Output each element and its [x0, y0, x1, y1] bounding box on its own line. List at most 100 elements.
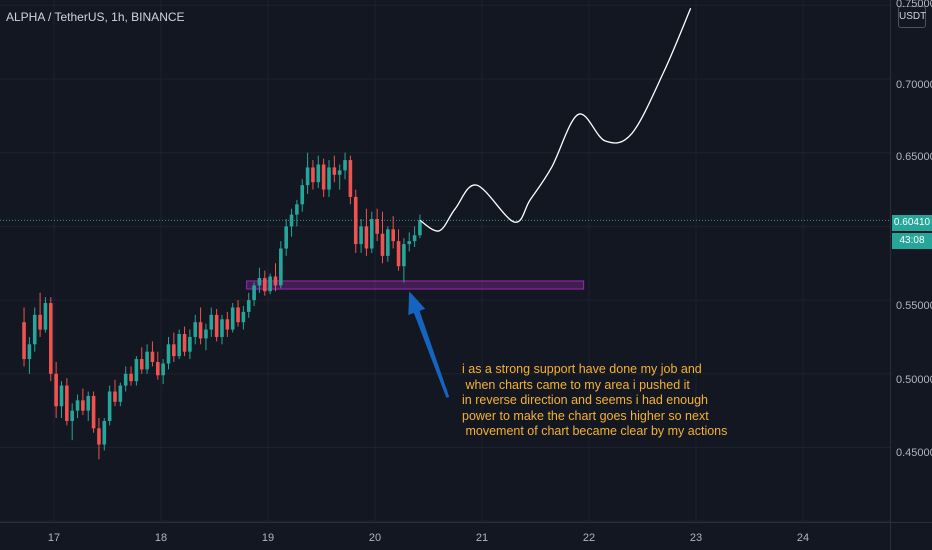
candle-body — [27, 344, 32, 360]
x-tick-label: 19 — [261, 532, 275, 544]
candle-body — [155, 362, 160, 376]
y-tick-label: 0.65000 — [896, 151, 932, 163]
candle-body — [188, 336, 192, 352]
candle-body — [32, 314, 37, 345]
candle-body — [166, 344, 171, 364]
candle-body — [150, 351, 155, 363]
candle-body — [209, 314, 214, 330]
candle-body — [198, 322, 203, 339]
support-zone — [246, 280, 585, 290]
candle-body — [75, 400, 80, 411]
candle-body — [418, 220, 422, 236]
y-tick-label: 0.45000 — [896, 447, 932, 459]
bar-countdown-tag: 43:08 — [892, 233, 932, 249]
x-tick-label: 22 — [582, 532, 596, 544]
candle-body — [204, 329, 208, 339]
y-tick-label: 0.70000 — [896, 79, 932, 91]
candle-body — [193, 322, 198, 337]
candle-body — [38, 314, 42, 330]
candle-body — [311, 167, 315, 183]
candle-body — [321, 164, 326, 190]
candle-body — [369, 219, 374, 249]
x-tick-label: 21 — [475, 532, 489, 544]
candle-body — [279, 248, 283, 286]
candle-body — [91, 395, 96, 429]
annotation-arrow — [408, 291, 450, 398]
candle-body — [22, 322, 26, 360]
x-tick-label: 24 — [796, 532, 810, 544]
candle-body — [348, 160, 353, 197]
x-tick-label: 23 — [689, 532, 703, 544]
candle-body — [172, 344, 176, 357]
candle-body — [113, 391, 117, 402]
candle-body — [412, 235, 417, 242]
candle-body — [337, 170, 342, 175]
candle-body — [54, 373, 58, 407]
candle-body — [343, 160, 347, 171]
candle-body — [123, 373, 128, 386]
candle-body — [43, 303, 48, 330]
candle-body — [268, 276, 272, 292]
candle-body — [241, 311, 246, 323]
candle-body — [65, 385, 69, 421]
currency-button[interactable]: USDT — [898, 6, 926, 28]
candle-body — [236, 307, 240, 323]
candle-body — [305, 167, 310, 186]
candle-body — [327, 167, 331, 190]
symbol-title[interactable]: ALPHA / TetherUS, 1h, BINANCE — [6, 10, 185, 24]
candle-body — [375, 219, 379, 234]
candle-body — [139, 359, 144, 370]
candle-body — [59, 385, 64, 407]
candle-body — [295, 204, 299, 215]
candle-body — [220, 319, 224, 337]
candle-body — [81, 400, 85, 411]
candle-body — [391, 229, 395, 242]
candle-body — [129, 373, 133, 382]
current-price-tag: 0.60410 — [892, 215, 932, 231]
candle-body — [252, 285, 256, 301]
candle-body — [402, 244, 406, 267]
candle-body — [182, 334, 187, 352]
candle-body — [407, 241, 412, 245]
y-tick-label: 0.55000 — [896, 300, 932, 312]
candle-body — [214, 314, 219, 337]
candle-body — [134, 359, 139, 382]
candle-body — [386, 229, 390, 256]
x-tick-label: 18 — [154, 532, 168, 544]
price-axis-border — [890, 0, 891, 550]
time-axis-border — [0, 522, 932, 523]
candle-body — [246, 300, 251, 312]
candle-body — [284, 226, 288, 249]
candle-body — [332, 167, 337, 175]
candle-body — [118, 385, 123, 402]
candle-body — [102, 420, 107, 445]
candle-body — [177, 334, 181, 357]
y-tick-label: 0.50000 — [896, 374, 932, 386]
candle-body — [396, 241, 401, 267]
candle-body — [364, 226, 369, 249]
projection-path — [419, 7, 692, 232]
candle-body — [225, 319, 230, 330]
candle-body — [86, 395, 91, 411]
candle-body — [353, 196, 358, 245]
candle-body — [70, 410, 74, 421]
x-tick-label: 20 — [368, 532, 382, 544]
candle-body — [257, 277, 262, 286]
y-tick-label: 0.75000 — [896, 0, 932, 10]
x-tick-label: 17 — [47, 532, 61, 544]
candle-body — [230, 307, 235, 330]
candle-body — [273, 276, 278, 286]
candle-body — [289, 214, 294, 227]
candle-body — [107, 391, 112, 421]
candle-body — [316, 164, 321, 183]
candle-body — [145, 351, 149, 370]
support-annotation-text[interactable]: i as a strong support have done my job a… — [462, 362, 728, 438]
candle-body — [359, 226, 363, 245]
candle-body — [262, 277, 267, 292]
candle-body — [97, 428, 101, 445]
candle-body — [380, 233, 385, 256]
candle-body — [161, 363, 165, 376]
candle-body — [48, 303, 53, 374]
